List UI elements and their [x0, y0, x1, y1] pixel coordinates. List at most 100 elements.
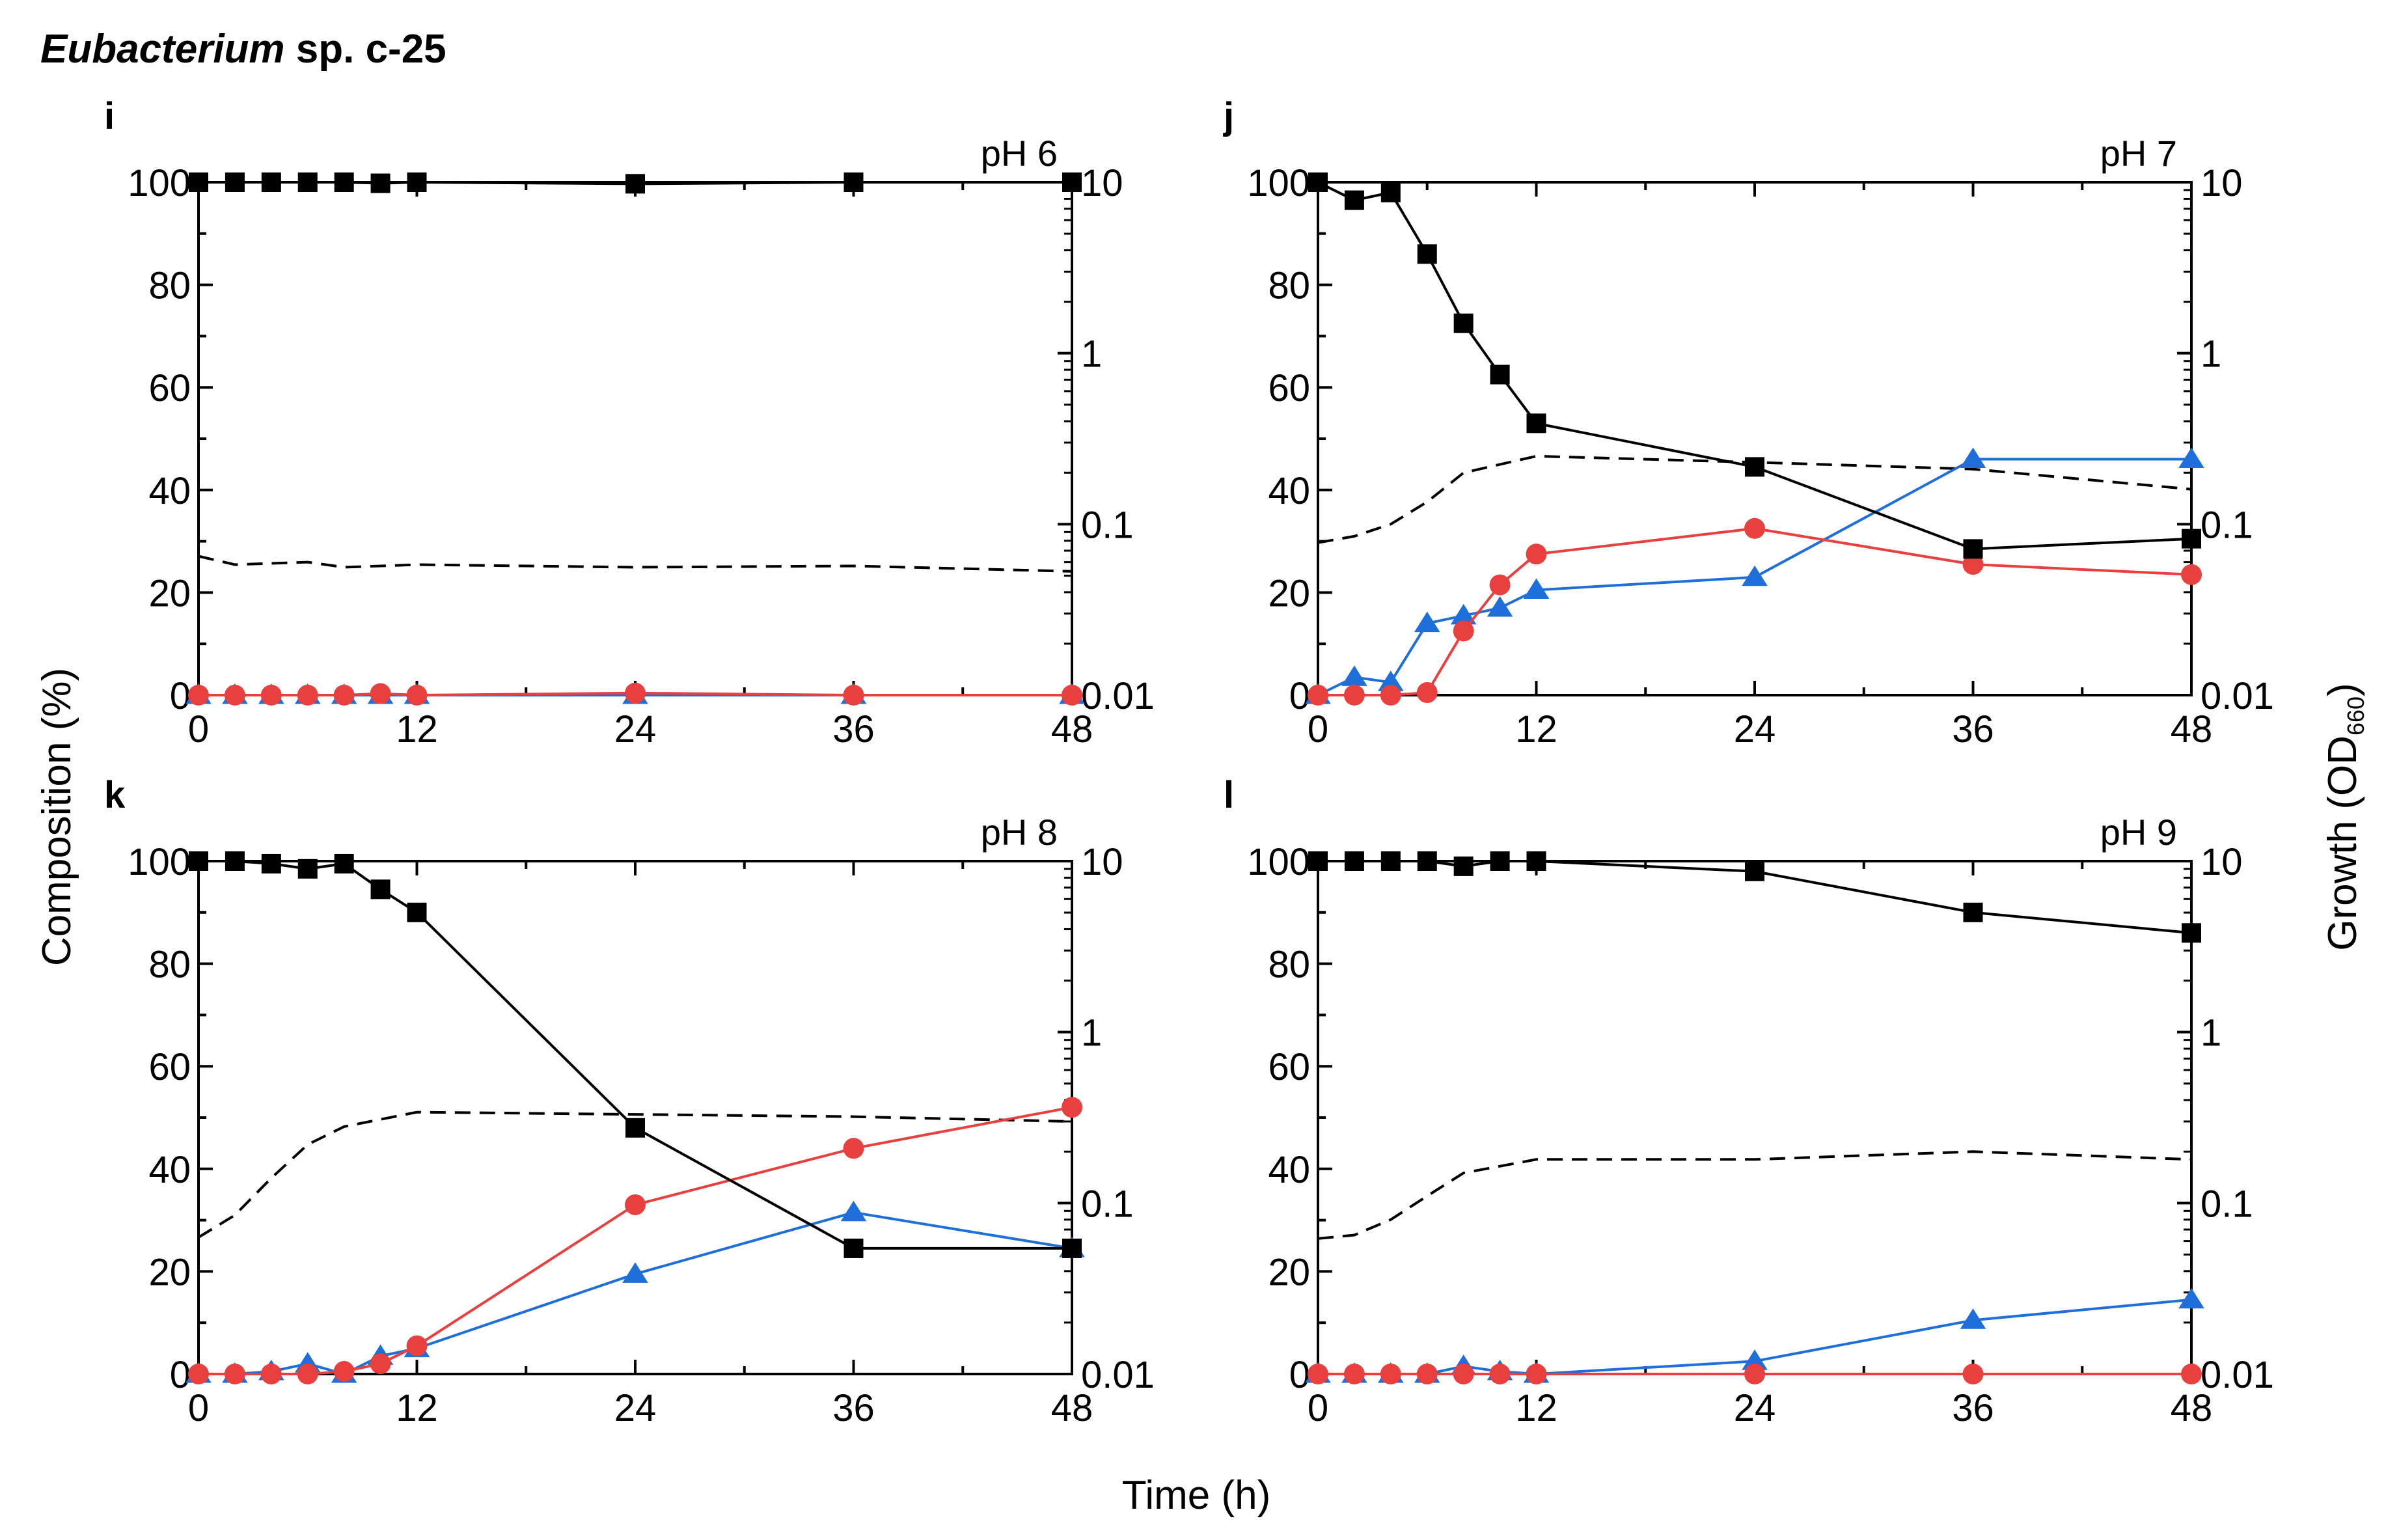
- y2-tick-label: 1: [1081, 333, 1102, 376]
- y2-tick-label: 0.1: [1081, 1183, 1134, 1225]
- square-marker: [1963, 539, 1983, 559]
- x-tick-label: 36: [832, 708, 875, 750]
- y-tick-label: 60: [1268, 1046, 1310, 1088]
- circle-marker: [1962, 554, 1984, 575]
- y-axis-label-right: Growth (OD660): [2320, 683, 2369, 950]
- circle-marker: [1062, 1097, 1082, 1118]
- circle-marker: [625, 682, 646, 704]
- x-tick-label: 0: [1308, 1387, 1328, 1429]
- plot-frame: [197, 181, 1073, 696]
- x-tick-label: 0: [188, 1387, 209, 1429]
- square-marker: [2182, 529, 2201, 549]
- square-marker: [1963, 902, 1983, 922]
- circle-marker: [188, 685, 209, 706]
- x-tick-label: 48: [1051, 708, 1093, 750]
- square-marker: [261, 172, 281, 192]
- y-tick-label: 40: [148, 470, 191, 512]
- square-marker: [334, 853, 354, 873]
- y2-tick-label: 10: [2201, 841, 2243, 883]
- panel-letter: k: [104, 774, 126, 816]
- y2-tick-label: 0.1: [2201, 504, 2253, 546]
- x-tick-label: 24: [1734, 1387, 1776, 1429]
- y2-tick-label: 0.1: [1081, 504, 1134, 546]
- triangle-marker: [1341, 665, 1367, 686]
- growth-line: [1317, 454, 2192, 544]
- x-tick-label: 36: [1952, 1387, 1994, 1429]
- y-tick-label: 0: [170, 1354, 191, 1396]
- y-tick-label: 80: [1268, 265, 1310, 307]
- square-marker: [1308, 851, 1328, 871]
- y-tick-label: 0: [170, 675, 191, 717]
- blue-triangles-line: [199, 1211, 1073, 1376]
- circle-marker: [406, 685, 428, 706]
- square-marker: [225, 851, 245, 871]
- square-marker: [1745, 861, 1764, 881]
- circle-marker: [1526, 1364, 1547, 1384]
- y-axis-label-left: Composition (%): [34, 668, 79, 966]
- y2-tick-label: 0.01: [1081, 1354, 1155, 1396]
- circle-marker: [260, 1364, 282, 1384]
- black-squares-line: [1318, 860, 2192, 935]
- y2-tick-label: 0.01: [1081, 675, 1155, 717]
- circle-marker: [1343, 685, 1365, 706]
- circle-marker: [2181, 564, 2202, 585]
- panel-letter: l: [1224, 774, 1234, 816]
- circle-marker: [297, 685, 318, 706]
- x-tick-label: 12: [1515, 1387, 1557, 1429]
- black-squares-line: [199, 860, 1072, 1250]
- square-marker: [297, 172, 318, 192]
- y-tick-label: 80: [148, 265, 191, 307]
- y-tick-label: 100: [128, 841, 191, 883]
- square-marker: [1526, 413, 1546, 433]
- growth-line: [1317, 1150, 2192, 1240]
- circle-marker: [1526, 543, 1547, 565]
- circle-marker: [406, 1335, 428, 1356]
- square-marker: [1380, 182, 1401, 202]
- triangle-marker: [1742, 1349, 1768, 1370]
- square-marker: [189, 172, 208, 192]
- y-tick-label: 20: [148, 572, 191, 614]
- x-tick-label: 24: [614, 708, 657, 750]
- y-tick-label: 100: [1247, 162, 1310, 204]
- black-squares-line: [1317, 181, 2192, 551]
- triangle-marker: [1487, 596, 1513, 617]
- square-marker: [1417, 244, 1437, 264]
- x-tick-label: 12: [396, 1387, 438, 1429]
- y2-tick-label: 10: [1081, 841, 1123, 883]
- y-tick-label: 80: [148, 944, 191, 986]
- y-tick-label: 0: [1289, 675, 1310, 717]
- plot-frame: [197, 860, 1073, 1375]
- y-tick-label: 60: [148, 367, 191, 409]
- y2-tick-label: 10: [1081, 162, 1123, 204]
- panel-k: k pH 8 0 12 24 36 48 0 20 40 60 80 100 0.01 0.1 1 10: [104, 774, 1155, 1429]
- x-tick-label: 12: [1515, 708, 1557, 750]
- circle-marker: [843, 685, 864, 706]
- circle-marker: [1962, 1364, 1984, 1384]
- square-marker: [843, 172, 864, 192]
- y-tick-label: 20: [1268, 572, 1310, 614]
- square-marker: [297, 859, 318, 879]
- square-marker: [1062, 1238, 1082, 1258]
- panel-letter: j: [1223, 95, 1234, 137]
- triangle-marker: [840, 1200, 867, 1222]
- square-marker: [261, 853, 281, 873]
- x-tick-label: 24: [614, 1387, 657, 1429]
- panel-j: j pH 7 0 12 24 36 48 0 20 40 60 80 100 0.01 0.1 1 10: [1223, 95, 2274, 750]
- square-marker: [1453, 856, 1474, 876]
- y2-tick-label: 0.01: [2201, 1354, 2274, 1396]
- square-marker: [1344, 851, 1364, 871]
- triangle-marker: [2178, 447, 2204, 469]
- y-tick-label: 100: [128, 162, 191, 204]
- triangle-marker: [1378, 670, 1404, 691]
- square-marker: [225, 172, 245, 192]
- square-marker: [1062, 172, 1082, 192]
- blue-triangles-line: [1317, 458, 2191, 696]
- circle-marker: [1416, 682, 1438, 704]
- y-tick-label: 60: [148, 1046, 191, 1088]
- circle-marker: [1416, 1364, 1438, 1384]
- circle-marker: [260, 685, 282, 706]
- circle-marker: [1343, 1364, 1365, 1384]
- x-tick-label: 0: [1308, 708, 1328, 750]
- circle-marker: [1489, 1364, 1511, 1384]
